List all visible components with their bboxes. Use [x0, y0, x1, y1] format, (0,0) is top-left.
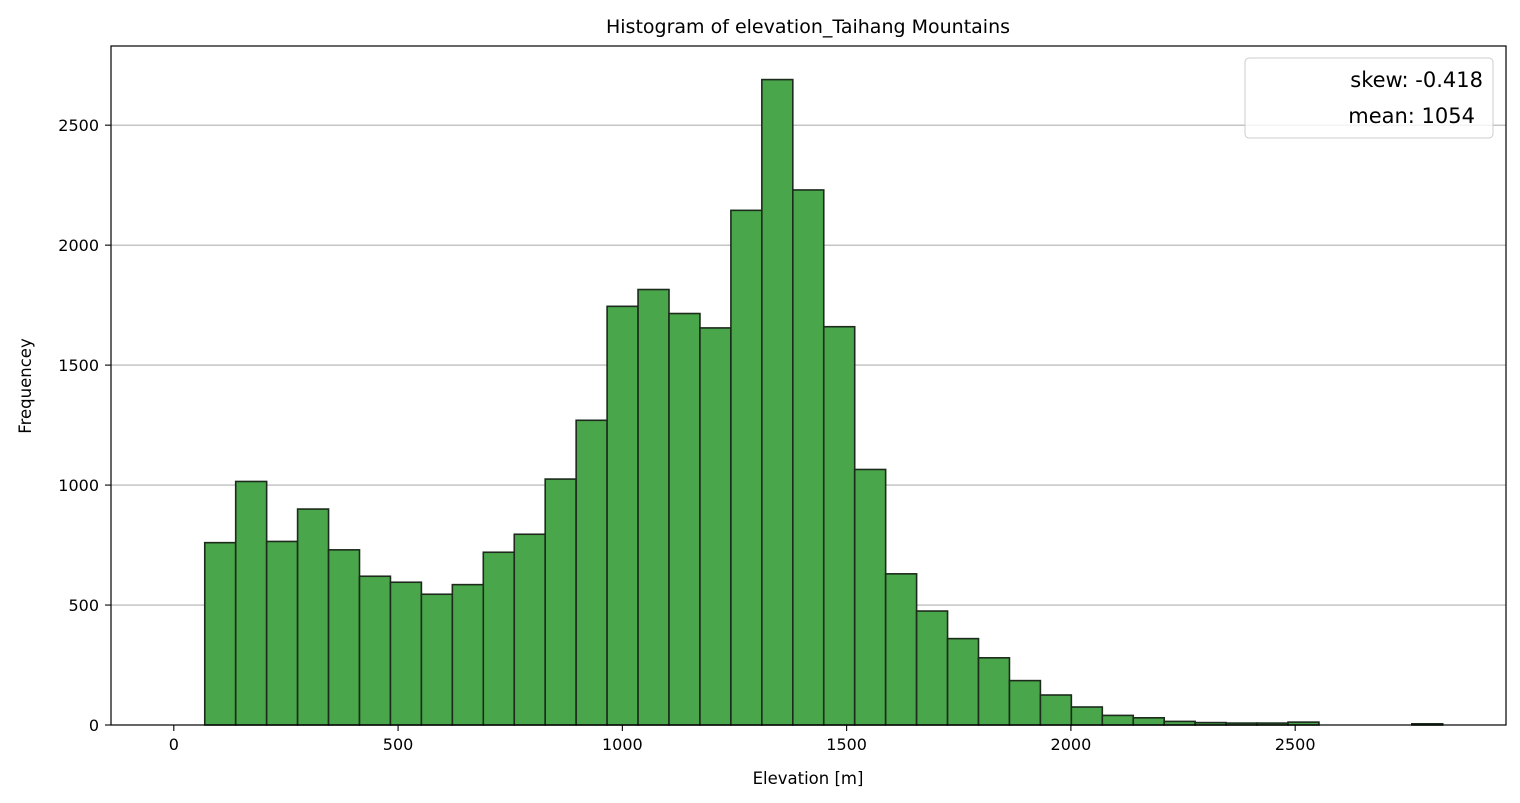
y-tick-label: 1500 — [58, 356, 99, 375]
histogram-bar — [668, 312, 701, 726]
histogram-bar — [358, 575, 392, 726]
histogram-bar — [792, 189, 825, 726]
y-axis-ticks: 0 500 1000 1500 2000 2500 — [58, 116, 111, 735]
histogram-bar — [1070, 706, 1104, 726]
y-tick-label: 0 — [89, 716, 99, 735]
x-axis-ticks: 0 500 1000 1500 2000 2500 — [169, 725, 1316, 754]
x-tick-label: 2000 — [1051, 735, 1092, 754]
histogram-bar — [853, 468, 887, 726]
histogram-bar — [482, 551, 516, 726]
histogram-bar — [1039, 694, 1073, 726]
histogram-bar — [1132, 717, 1166, 726]
x-tick-label: 1000 — [602, 735, 643, 754]
legend-skew: skew: -0.418 — [1350, 68, 1483, 92]
histogram-bar — [730, 209, 763, 726]
x-tick-label: 500 — [383, 735, 414, 754]
legend: skew: -0.418 mean: 1054 — [1244, 57, 1494, 139]
histogram-bar — [544, 478, 577, 726]
histogram-bar — [327, 549, 361, 726]
histogram-bar — [884, 573, 918, 726]
chart-title: Histogram of elevation_Taihang Mountains — [606, 16, 1010, 38]
histogram-bar — [296, 508, 330, 726]
histogram-bar — [699, 327, 732, 726]
histogram-bar — [977, 657, 1011, 726]
histogram-bar — [822, 325, 856, 726]
histogram-bar — [761, 78, 794, 726]
legend-box — [1244, 57, 1494, 139]
histogram-bar — [606, 305, 639, 726]
y-tick-label: 500 — [68, 596, 99, 615]
histogram-bar — [389, 581, 423, 726]
bars — [203, 78, 1444, 726]
histogram-bar — [203, 541, 237, 726]
y-tick-label: 1000 — [58, 476, 99, 495]
histogram-bar — [946, 637, 980, 726]
histogram-bar — [265, 540, 299, 726]
y-tick-label: 2000 — [58, 236, 99, 255]
histogram-bar — [915, 610, 949, 726]
x-tick-label: 1500 — [826, 735, 867, 754]
y-axis-label: Frequencey — [16, 338, 35, 434]
histogram-bar — [451, 583, 485, 726]
legend-mean: mean: 1054 — [1348, 104, 1475, 128]
histogram-bar — [1008, 679, 1042, 726]
histogram-bar — [1101, 714, 1135, 726]
y-tick-label: 2500 — [58, 116, 99, 135]
plot-frame — [110, 45, 1507, 726]
histogram-bar — [513, 533, 546, 726]
histogram-bar — [234, 480, 268, 726]
x-axis-label: Elevation [m] — [753, 769, 864, 788]
x-tick-label: 2500 — [1275, 735, 1316, 754]
histogram-bar — [420, 593, 454, 726]
x-tick-label: 0 — [169, 735, 179, 754]
histogram-bar — [637, 288, 670, 726]
histogram-bar — [575, 419, 608, 726]
